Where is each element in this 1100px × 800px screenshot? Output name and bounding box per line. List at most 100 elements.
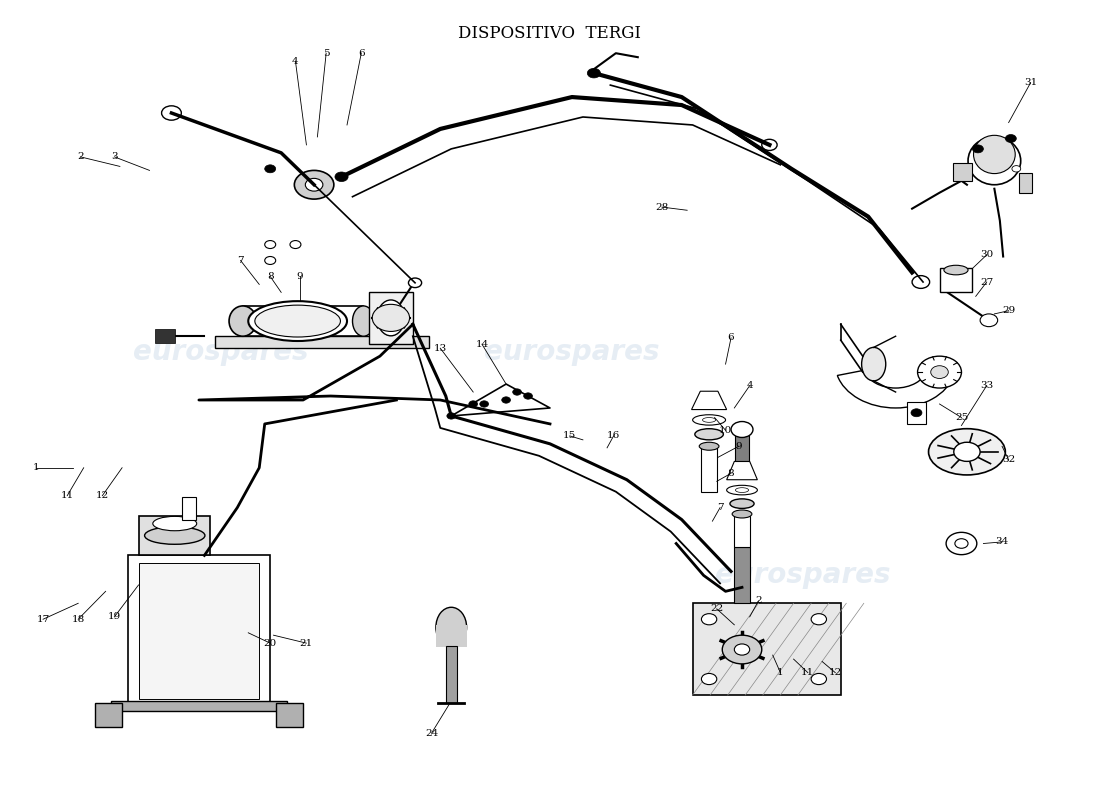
Text: 4: 4	[293, 57, 299, 66]
Text: 3: 3	[111, 152, 118, 162]
Text: DISPOSITIVO  TERGI: DISPOSITIVO TERGI	[459, 26, 641, 42]
Circle shape	[972, 145, 983, 153]
Ellipse shape	[727, 486, 758, 495]
Bar	[702, 448, 717, 492]
Text: 6: 6	[728, 334, 735, 342]
Text: 1: 1	[33, 463, 40, 472]
Circle shape	[1005, 134, 1016, 142]
Circle shape	[334, 172, 348, 182]
Text: 25: 25	[955, 413, 968, 422]
Text: 7: 7	[717, 503, 724, 512]
Text: 32: 32	[1002, 455, 1015, 464]
Bar	[276, 703, 304, 727]
Circle shape	[946, 532, 977, 554]
Circle shape	[702, 674, 717, 685]
Circle shape	[513, 389, 521, 395]
Bar	[139, 515, 210, 555]
Circle shape	[469, 401, 477, 407]
Bar	[906, 402, 926, 424]
Circle shape	[447, 413, 455, 419]
Text: eurospares: eurospares	[715, 562, 890, 590]
Circle shape	[162, 106, 182, 120]
Text: 24: 24	[425, 729, 438, 738]
Ellipse shape	[700, 442, 719, 450]
Circle shape	[980, 314, 998, 326]
Polygon shape	[727, 462, 758, 480]
Circle shape	[917, 356, 961, 388]
Text: 34: 34	[996, 538, 1009, 546]
Bar	[155, 329, 175, 343]
Bar	[128, 555, 271, 707]
Text: 9: 9	[297, 272, 304, 281]
Bar	[436, 625, 466, 647]
Text: 11: 11	[60, 491, 74, 500]
Text: 15: 15	[563, 431, 576, 440]
Ellipse shape	[944, 266, 968, 275]
Circle shape	[1012, 166, 1021, 172]
Bar	[111, 702, 287, 711]
Bar	[939, 269, 972, 292]
Text: eurospares: eurospares	[133, 338, 309, 366]
Ellipse shape	[153, 516, 197, 530]
Ellipse shape	[974, 135, 1015, 174]
Circle shape	[306, 178, 323, 191]
Text: 6: 6	[358, 49, 364, 58]
Text: 7: 7	[238, 256, 244, 265]
Circle shape	[290, 241, 301, 249]
Ellipse shape	[693, 414, 726, 425]
Text: 33: 33	[980, 381, 993, 390]
Text: 2: 2	[756, 596, 762, 606]
Circle shape	[732, 422, 754, 438]
Bar	[183, 498, 196, 519]
Ellipse shape	[733, 510, 752, 518]
Circle shape	[480, 401, 488, 407]
Circle shape	[912, 276, 930, 288]
Circle shape	[931, 366, 948, 378]
Text: 5: 5	[323, 49, 330, 58]
Circle shape	[587, 68, 601, 78]
Text: 4: 4	[747, 381, 754, 390]
Polygon shape	[692, 391, 727, 410]
Ellipse shape	[144, 526, 205, 544]
Text: 13: 13	[433, 344, 447, 353]
Text: 2: 2	[77, 152, 84, 162]
Text: 14: 14	[475, 340, 488, 349]
Bar	[735, 515, 750, 547]
Circle shape	[954, 442, 980, 462]
Text: 9: 9	[736, 442, 743, 450]
Bar	[216, 336, 429, 348]
Bar	[953, 163, 972, 181]
Circle shape	[265, 241, 276, 249]
Text: 1: 1	[777, 668, 783, 677]
Ellipse shape	[436, 607, 466, 647]
Bar	[736, 434, 749, 462]
Bar	[1019, 173, 1032, 193]
Circle shape	[295, 170, 333, 199]
Circle shape	[524, 393, 532, 399]
Bar	[95, 703, 122, 727]
Text: 22: 22	[711, 604, 724, 614]
Ellipse shape	[968, 137, 1021, 185]
Text: 30: 30	[980, 250, 993, 259]
Bar	[735, 547, 750, 603]
Circle shape	[502, 397, 510, 403]
Circle shape	[811, 674, 826, 685]
Bar	[139, 563, 260, 699]
Circle shape	[408, 278, 421, 287]
Ellipse shape	[352, 306, 374, 336]
Circle shape	[723, 635, 762, 664]
Circle shape	[265, 257, 276, 265]
Text: 12: 12	[828, 668, 842, 677]
Circle shape	[911, 409, 922, 417]
Text: 8: 8	[728, 469, 735, 478]
Text: 31: 31	[1024, 78, 1037, 87]
Text: 19: 19	[108, 612, 121, 622]
Ellipse shape	[695, 429, 724, 440]
Circle shape	[265, 165, 276, 173]
Circle shape	[735, 644, 750, 655]
Bar	[693, 603, 840, 695]
Text: 12: 12	[96, 491, 109, 500]
Text: 28: 28	[656, 202, 669, 211]
Text: 27: 27	[980, 278, 993, 286]
Bar	[243, 306, 363, 336]
